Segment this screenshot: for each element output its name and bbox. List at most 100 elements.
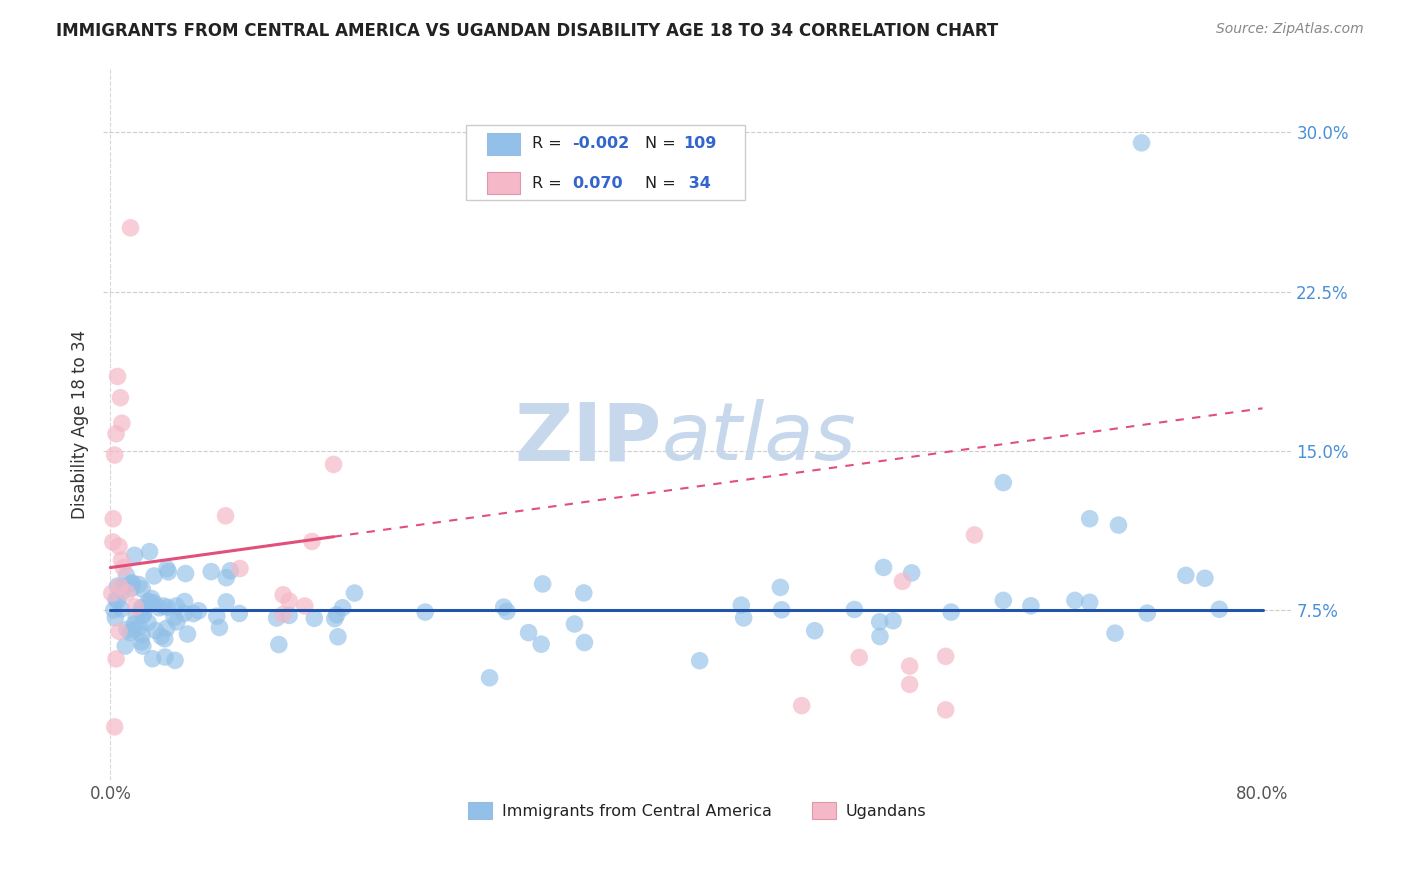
Point [869,630,891,644]
Point [110,602,132,616]
Point [132,607,155,621]
Point [301,534,323,549]
Point [496,604,519,618]
Point [120,576,142,591]
Point [343,586,366,600]
Text: 109: 109 [683,136,716,152]
Point [136,615,159,630]
Point [1019,599,1042,613]
Point [963,528,986,542]
Point [128,577,150,591]
Point [219,564,242,578]
Point [183,607,205,621]
Point [121,623,143,637]
Point [228,607,250,621]
Point [111,579,134,593]
Point [215,571,238,585]
Point [176,627,198,641]
Point [153,650,176,665]
Point [115,586,138,600]
Point [131,582,153,596]
Point [413,605,436,619]
Point [1194,571,1216,585]
Point [112,560,135,574]
Point [572,586,595,600]
Point [103,512,125,526]
Point [200,565,222,579]
Point [131,628,153,642]
Point [993,593,1015,607]
Point [891,574,914,589]
Point [110,553,132,567]
Point [150,629,173,643]
Point [517,625,540,640]
Point [689,654,711,668]
Point [163,653,186,667]
Point [174,566,197,581]
Point [229,561,252,575]
Point [730,598,752,612]
Point [138,594,160,608]
Point [157,565,180,579]
Point [271,607,294,622]
Point [173,594,195,608]
Point [935,649,957,664]
Point [101,535,124,549]
Point [104,448,127,462]
Point [108,624,131,639]
Point [139,595,162,609]
Point [108,579,131,593]
Point [872,560,894,574]
Point [163,610,186,624]
Point [939,605,962,619]
Bar [486,133,520,155]
Text: -0.002: -0.002 [572,136,630,152]
Point [107,593,129,607]
Point [111,416,134,430]
Point [145,624,167,638]
Point [478,671,501,685]
Point [898,659,921,673]
Point [266,611,288,625]
Point [278,608,301,623]
Point [1104,626,1126,640]
Point [326,630,349,644]
Point [267,638,290,652]
Point [132,639,155,653]
Point [205,609,228,624]
Point [166,615,188,629]
Text: 0.070: 0.070 [572,176,623,191]
Point [142,651,165,665]
Point [844,602,866,616]
Point [769,580,792,594]
Text: N =: N = [645,176,681,191]
Text: 34: 34 [683,176,711,191]
Point [1108,518,1130,533]
Point [121,575,143,590]
Point [120,220,142,235]
Point [105,652,128,666]
Point [114,639,136,653]
Point [141,591,163,606]
Point [165,599,187,613]
Point [148,600,170,615]
Point [100,586,122,600]
Point [104,720,127,734]
Text: R =: R = [531,176,567,191]
Point [1136,606,1159,620]
Point [530,637,553,651]
Point [110,391,132,405]
Point [1208,602,1230,616]
Point [108,539,131,553]
FancyBboxPatch shape [465,126,745,200]
Point [574,635,596,649]
Point [131,600,153,615]
Point [214,508,236,523]
Text: atlas: atlas [662,400,856,477]
Point [869,615,891,629]
Point [143,596,166,610]
Point [138,544,160,558]
Point [115,623,138,637]
Point [900,566,922,580]
Point [278,594,301,608]
